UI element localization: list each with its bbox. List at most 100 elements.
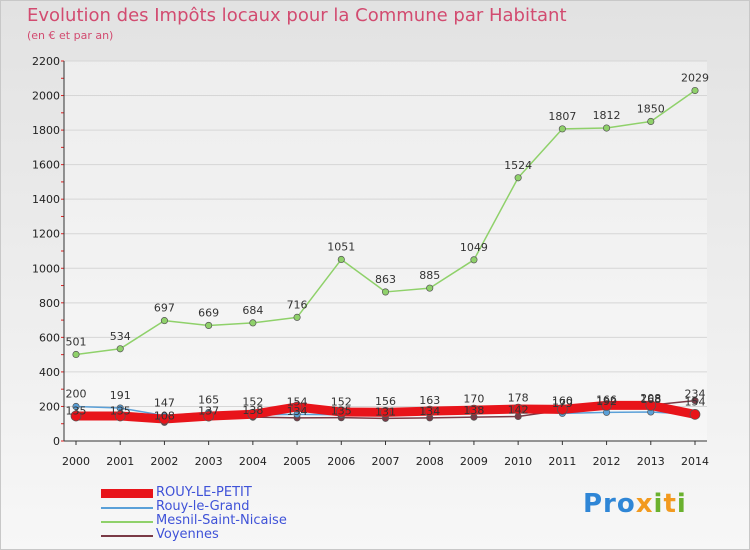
x-tick-label: 2010: [504, 455, 532, 468]
data-label: 501: [66, 335, 87, 348]
data-point: [203, 410, 214, 422]
data-label: 1807: [548, 110, 576, 123]
legend-item-rouy-le-grand[interactable]: Rouy-le-Grand: [101, 499, 361, 515]
data-label: 200: [66, 387, 87, 400]
legend-swatch: [101, 521, 153, 523]
data-point: [70, 410, 82, 422]
data-point: [72, 402, 80, 411]
data-point: [205, 321, 213, 329]
legend-label: Rouy-le-Grand: [156, 499, 250, 514]
data-label: 165: [198, 394, 219, 407]
data-point: [337, 255, 345, 264]
data-point: [557, 404, 568, 415]
y-tick-label: 1800: [32, 124, 60, 137]
data-label: 179: [552, 397, 573, 410]
chart-subtitle: (en € et par an): [27, 29, 114, 42]
y-tick-label: 200: [39, 400, 60, 413]
y-tick-label: 1600: [32, 159, 60, 172]
data-point: [72, 350, 80, 359]
data-label: 135: [331, 405, 352, 418]
data-label: 163: [419, 394, 440, 407]
data-point: [424, 405, 436, 417]
data-point: [512, 403, 524, 415]
data-label: 208: [640, 392, 661, 405]
data-label: 234: [685, 388, 706, 401]
x-tick-label: 2003: [195, 455, 223, 468]
x-tick-label: 2004: [239, 455, 267, 468]
proxiti-logo: Proxiti: [583, 489, 687, 519]
data-label: 2029: [681, 72, 709, 85]
data-point: [116, 345, 124, 353]
y-tick-label: 800: [39, 297, 60, 310]
x-tick-label: 2014: [681, 455, 709, 468]
x-tick-label: 2000: [62, 455, 90, 468]
data-label: 191: [110, 389, 131, 402]
data-point: [114, 410, 126, 422]
data-label: 170: [463, 393, 484, 406]
data-point: [691, 397, 699, 405]
y-tick-label: 2200: [32, 55, 60, 68]
x-tick-label: 2007: [372, 455, 400, 468]
data-label: 863: [375, 273, 396, 286]
data-point: [291, 401, 303, 413]
data-point: [293, 313, 301, 321]
data-label: 108: [154, 409, 175, 422]
x-tick-label: 2009: [460, 455, 488, 468]
legend-item-voyennes[interactable]: Voyennes: [101, 527, 361, 543]
x-tick-label: 2008: [416, 455, 444, 468]
x-tick-label: 2005: [283, 455, 311, 468]
line-chart: 0 200 400 600 800 1000 1200 1400 1600 1800 2000 220…: [32, 55, 709, 468]
data-label: 716: [287, 298, 308, 311]
data-label: 131: [375, 405, 396, 418]
data-label: 1051: [327, 240, 355, 253]
data-point: [689, 409, 701, 420]
data-label: 156: [375, 395, 396, 408]
legend-label: ROUY-LE-PETIT: [156, 485, 252, 500]
data-label: 1524: [504, 159, 532, 172]
data-label: 152: [242, 396, 263, 409]
legend: ROUY-LE-PETIT Rouy-le-Grand Mesnil-Saint…: [101, 485, 361, 543]
legend-swatch: [101, 489, 153, 498]
data-point: [691, 86, 699, 95]
data-point: [645, 400, 657, 411]
data-point: [381, 288, 390, 296]
data-point: [249, 319, 257, 327]
data-point: [514, 174, 522, 182]
data-label: 152: [331, 396, 352, 409]
data-label: 168: [640, 393, 661, 406]
data-point: [160, 317, 168, 325]
data-label: 134: [419, 405, 440, 418]
chart-title: Evolution des Impôts locaux pour la Comm…: [27, 5, 567, 26]
y-tick-label: 1200: [32, 228, 60, 241]
data-point: [335, 406, 347, 418]
data-point: [159, 413, 170, 425]
data-point: [247, 408, 259, 420]
data-label: 697: [154, 302, 175, 315]
y-tick-label: 400: [39, 366, 60, 379]
data-point: [468, 404, 480, 416]
data-point: [603, 124, 611, 132]
y-tick-label: 600: [39, 331, 60, 344]
legend-item-mesnil-saint-nicaise[interactable]: Mesnil-Saint-Nicaise: [101, 513, 361, 529]
legend-item-rouy-le-petit[interactable]: ROUY-LE-PETIT: [101, 485, 361, 501]
data-label: 154: [287, 395, 308, 408]
x-tick-label: 2012: [593, 455, 621, 468]
data-label: 137: [198, 404, 219, 417]
y-tick-label: 0: [53, 435, 60, 448]
x-tick-label: 2013: [637, 455, 665, 468]
y-tick-label: 1400: [32, 193, 60, 206]
data-point: [380, 406, 391, 418]
data-label: 192: [596, 395, 617, 408]
data-label: 154: [685, 395, 706, 408]
legend-label: Voyennes: [156, 527, 219, 542]
data-label: 166: [596, 393, 617, 406]
data-point: [470, 256, 478, 264]
x-tick-label: 2002: [150, 455, 178, 468]
legend-label: Mesnil-Saint-Nicaise: [156, 513, 287, 528]
data-label: 147: [154, 397, 175, 410]
data-point: [647, 117, 655, 126]
data-label: 138: [463, 404, 484, 417]
data-point: [426, 284, 434, 292]
data-label: 534: [110, 330, 131, 343]
